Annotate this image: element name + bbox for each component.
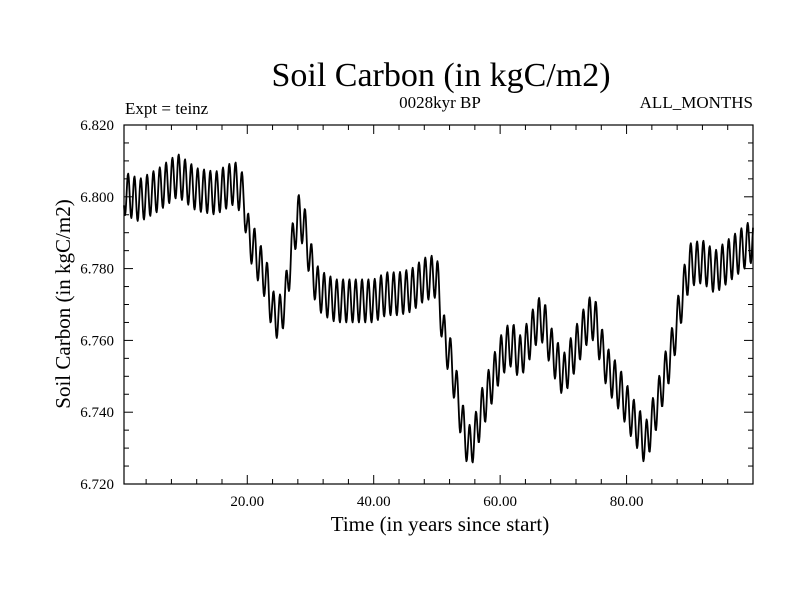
x-tick-labels: 20.00 40.00 60.00 80.00 — [230, 494, 643, 510]
x-tick-label: 40.00 — [357, 494, 391, 510]
period-label: 0028kyr BP — [399, 93, 481, 112]
expt-label: Expt = teinz — [125, 99, 209, 118]
plot-frame — [123, 124, 754, 485]
chart-title: Soil Carbon (in kgC/m2) — [271, 57, 610, 94]
x-axis-label: Time (in years since start) — [331, 512, 550, 536]
y-tick-label: 6.780 — [80, 262, 114, 278]
y-tick-label: 6.760 — [80, 333, 114, 349]
y-tick-label: 6.820 — [80, 118, 114, 134]
y-tick-label: 6.800 — [80, 190, 114, 206]
y-axis-label: Soil Carbon (in kgC/m2) — [51, 199, 75, 408]
soil-carbon-series-line — [123, 153, 754, 464]
y-tick-label: 6.740 — [80, 405, 114, 421]
x-tick-label: 60.00 — [483, 494, 517, 510]
x-tick-label: 20.00 — [230, 494, 264, 510]
y-tick-labels: 6.720 6.740 6.760 6.780 6.800 6.820 — [80, 118, 114, 493]
months-label: ALL_MONTHS — [640, 93, 753, 112]
x-tick-label: 80.00 — [610, 494, 644, 510]
y-tick-label: 6.720 — [80, 477, 114, 493]
